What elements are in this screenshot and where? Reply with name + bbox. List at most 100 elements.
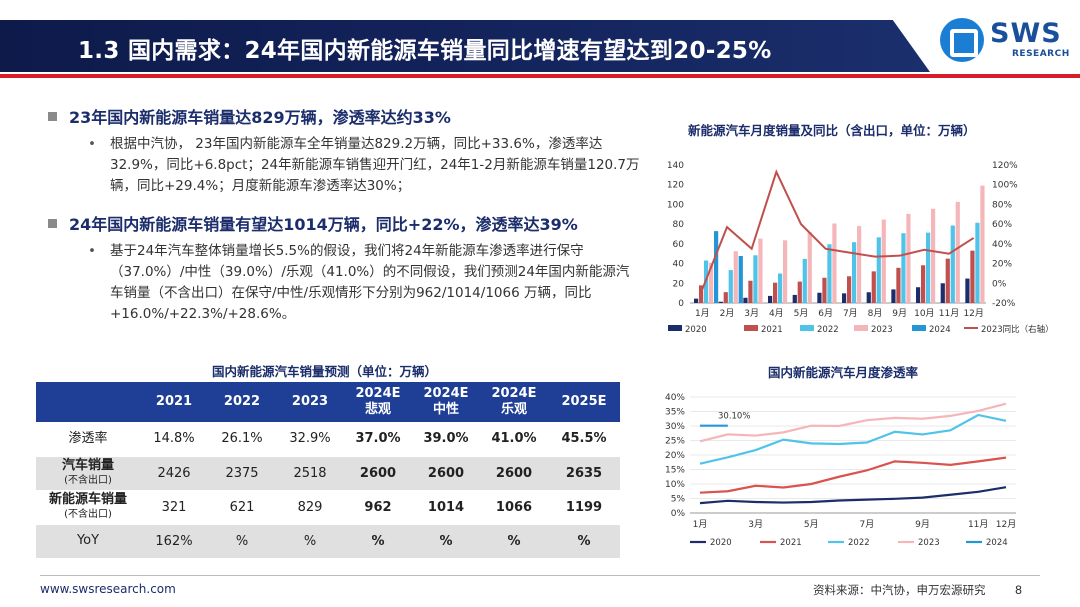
- chart1-title: 新能源汽车月度销量及同比（含出口，单位：万辆）: [688, 123, 976, 138]
- header-cell: 2022: [208, 382, 276, 422]
- y2-tick-label: 100%: [992, 181, 1018, 191]
- title-bar: [0, 20, 930, 72]
- table-row: 渗透率 14.8% 26.1% 32.9% 37.0% 39.0% 41.0% 45.5%: [36, 422, 620, 457]
- x-tick-label: 5月: [804, 519, 819, 530]
- table-cell: %: [208, 524, 276, 559]
- footer-source: 资料来源：中汽协，申万宏源研究 8: [813, 583, 1023, 597]
- bar-2023: [980, 185, 985, 303]
- bar-2023: [832, 223, 837, 303]
- header-cell: 2024E 乐观: [480, 382, 548, 422]
- x-tick-label: 11月: [939, 308, 959, 319]
- table-cell: 32.9%: [276, 422, 344, 457]
- table-cell: 2375: [208, 456, 276, 491]
- legend-label: 2023: [871, 325, 893, 335]
- header-cell: 2025E: [548, 382, 620, 422]
- table-cell: 1066: [480, 490, 548, 525]
- table-cell: 45.5%: [548, 422, 620, 457]
- bar-2021: [847, 276, 852, 303]
- forecast-table: 2021 2022 2023 2024E 悲观 2024E 中性 2024E 乐观 2…: [36, 382, 620, 559]
- y2-tick-label: 80%: [992, 200, 1012, 210]
- y-tick-label: 80: [673, 220, 685, 230]
- table-cell: 39.0%: [412, 422, 480, 457]
- y2-tick-label: 20%: [992, 260, 1012, 270]
- section1-heading: 23年国内新能源车销量达829万辆，渗透率达约33%: [48, 104, 451, 128]
- x-tick-label: 1月: [695, 308, 710, 319]
- bar-2020: [965, 278, 970, 303]
- bar-2020: [842, 293, 847, 303]
- bar-2022: [950, 225, 955, 303]
- bar-2023: [807, 232, 812, 303]
- table-header-row: 2021 2022 2023 2024E 悲观 2024E 中性 2024E 乐观 2…: [36, 382, 620, 422]
- bar-2020: [891, 289, 896, 303]
- header-cell: 2023: [276, 382, 344, 422]
- table-cell: 621: [208, 490, 276, 525]
- y2-tick-label: 0%: [992, 279, 1007, 289]
- logo-text: SWS: [990, 18, 1062, 49]
- bar-2023: [931, 208, 936, 303]
- bar-2023: [709, 262, 714, 303]
- bar-2021: [748, 280, 753, 303]
- bar-2021: [871, 271, 876, 303]
- legend-swatch: [912, 325, 926, 331]
- bar-2023: [881, 219, 886, 303]
- table-cell: 1199: [548, 490, 620, 525]
- table-cell: 829: [276, 490, 344, 525]
- x-tick-label: 3月: [744, 308, 759, 319]
- bar-2022: [802, 258, 807, 303]
- bar-2022: [901, 233, 906, 303]
- y-tick-label: 60: [673, 240, 685, 250]
- y2-tick-label: -20%: [992, 299, 1016, 309]
- y-tick-label: 140: [667, 161, 684, 171]
- line-2021: [699, 456, 1007, 494]
- y-tick-label: 0: [678, 299, 684, 309]
- table-cell: 1014: [412, 490, 480, 525]
- table-cell: 37.0%: [344, 422, 412, 457]
- table-cell: 962: [344, 490, 412, 525]
- bar-2020: [817, 292, 822, 303]
- x-tick-label: 7月: [843, 308, 858, 319]
- table-cell: %: [344, 524, 412, 559]
- legend-label: 2023: [918, 538, 940, 548]
- section2-heading: 24年国内新能源车销量有望达1014万辆，同比+22%，渗透率达39%: [48, 211, 578, 235]
- bar-2020: [718, 301, 723, 303]
- bar-2021: [921, 265, 926, 303]
- section2-body: • 基于24年汽车整体销量增长5.5%的假设，我们将24年新能源车渗透率进行保守（…: [88, 243, 630, 322]
- header-cell: [36, 382, 140, 422]
- legend-label: 2022: [848, 538, 870, 548]
- bar-2020: [916, 287, 921, 303]
- table-caption: 国内新能源汽车销量预测（单位：万辆）: [212, 364, 438, 379]
- row-label: 渗透率: [36, 422, 140, 457]
- legend-label: 2023同比（右轴）: [981, 324, 1054, 335]
- line-2023: [699, 402, 1007, 443]
- bar-2023: [783, 240, 788, 303]
- footer-website[interactable]: www.swsresearch.com: [40, 582, 176, 596]
- legend-swatch: [800, 325, 814, 331]
- bar-2020: [792, 294, 797, 303]
- y-tick-label: 120: [667, 181, 684, 191]
- slide-header: 1.3 国内需求：24年国内新能源车销量同比增速有望达到20-25% SWS R…: [0, 0, 1080, 82]
- page-number: 8: [1014, 583, 1023, 597]
- y-tick-label: 100: [667, 200, 684, 210]
- bar-2021: [822, 277, 827, 303]
- monthly-sales-chart: 0 20 40 60 80 100 120 140 -20% 0% 20% 40% 60% 80% 100%…: [667, 161, 1054, 335]
- table-cell: 2635: [548, 456, 620, 491]
- bar-2021: [945, 258, 950, 303]
- x-tick-label: 2月: [720, 308, 735, 319]
- x-tick-label: 8月: [868, 308, 883, 319]
- table-cell: %: [480, 524, 548, 559]
- row-label: YoY: [36, 524, 140, 559]
- bar-2024: [714, 231, 719, 303]
- row-label: 新能源车销量 (不含出口): [36, 490, 140, 525]
- bar-2024: [738, 255, 743, 303]
- sws-logo-icon: [940, 18, 984, 62]
- bullet-dot-icon: •: [88, 243, 96, 259]
- bar-2022: [753, 255, 758, 303]
- y2-tick-label: 40%: [992, 240, 1012, 250]
- bar-2021: [723, 292, 728, 303]
- y-tick-label: 40%: [665, 393, 685, 403]
- legend-swatch: [668, 325, 682, 331]
- y-tick-label: 10%: [665, 480, 685, 490]
- bar-2023: [758, 238, 763, 303]
- bar-2020: [768, 295, 773, 303]
- header-cell: 2021: [140, 382, 208, 422]
